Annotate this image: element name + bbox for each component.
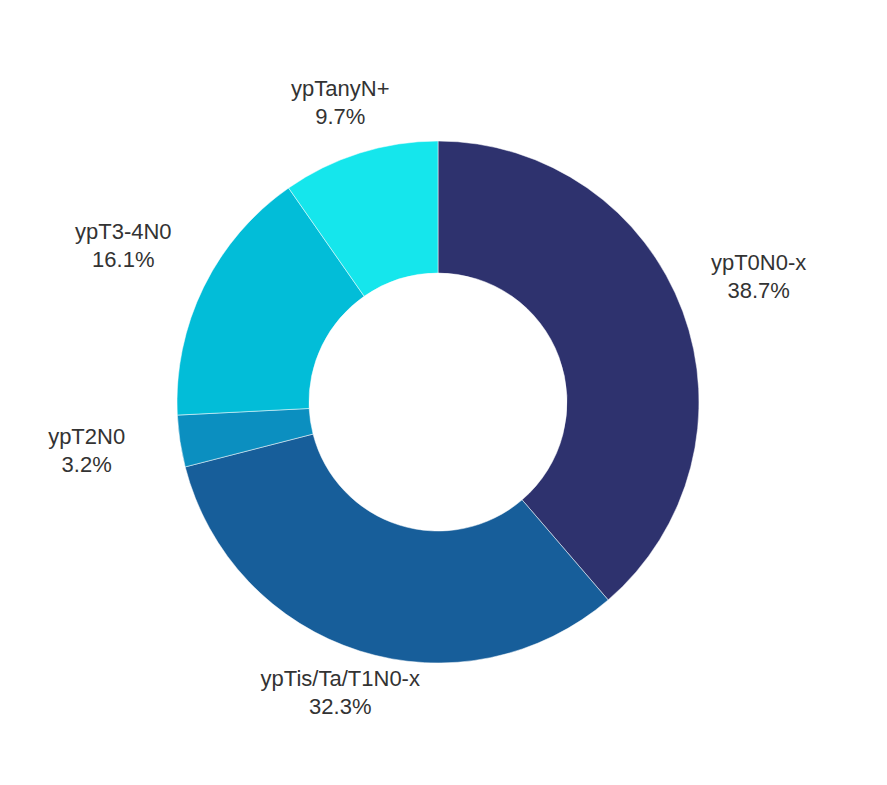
svg-text:ypT0N0-x38.7%: ypT0N0-x38.7% <box>711 250 806 303</box>
svg-text:ypT3-4N016.1%: ypT3-4N016.1% <box>75 219 172 272</box>
svg-text:ypT2N03.2%: ypT2N03.2% <box>48 424 125 477</box>
svg-text:ypTis/Ta/T1N0-x32.3%: ypTis/Ta/T1N0-x32.3% <box>261 666 420 719</box>
svg-text:ypTanyN+9.7%: ypTanyN+9.7% <box>291 76 389 129</box>
